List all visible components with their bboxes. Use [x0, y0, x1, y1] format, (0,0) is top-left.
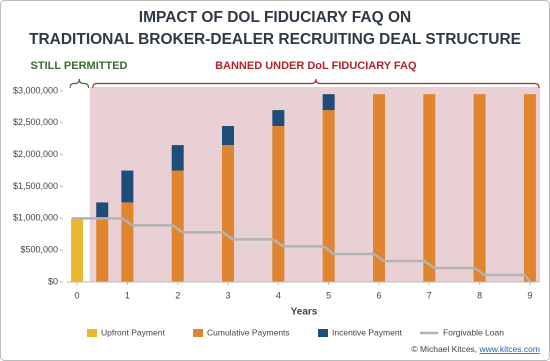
bar	[423, 94, 436, 282]
banned-region	[89, 87, 540, 282]
legend-swatch	[193, 329, 203, 337]
y-tick-label: $500,000	[20, 245, 58, 255]
bar	[121, 170, 134, 203]
annotation-label: STILL PERMITTED	[31, 60, 128, 72]
x-tick-label: 8	[477, 290, 482, 300]
x-tick-label: 4	[276, 290, 281, 300]
x-tick-label: 9	[527, 290, 532, 300]
legend-label: Incentive Payment	[332, 327, 403, 337]
x-tick-label: 2	[175, 290, 180, 300]
y-tick-label: $2,500,000	[13, 117, 58, 127]
y-tick-label: $2,000,000	[13, 149, 58, 159]
bar	[222, 126, 235, 146]
x-tick-label: 7	[427, 290, 432, 300]
legend-swatch	[87, 329, 97, 337]
bar	[272, 126, 285, 283]
y-tick-label: $3,000,000	[13, 85, 58, 95]
brace	[92, 78, 540, 89]
chart-title: TRADITIONAL BROKER-DEALER RECRUITING DEA…	[29, 31, 521, 48]
y-tick-label: $1,000,000	[13, 213, 58, 223]
legend-label: Upfront Payment	[101, 327, 165, 337]
bar	[322, 94, 335, 111]
bar	[96, 218, 109, 282]
bar	[121, 202, 134, 282]
bar	[96, 202, 109, 219]
bar	[272, 110, 285, 127]
loan-line	[72, 217, 531, 283]
legend-label: Forgivable Loan	[443, 327, 504, 337]
chart-title: IMPACT OF DOL FIDUCIARY FAQ ON	[139, 9, 411, 26]
x-tick-label: 6	[376, 290, 381, 300]
bar	[372, 94, 385, 282]
y-tick-label: $1,500,000	[13, 181, 58, 191]
x-tick-label: 3	[226, 290, 231, 300]
credit: © Michael Kitces, www.kitces.com	[411, 344, 540, 354]
brace	[69, 78, 90, 89]
x-axis-title: Years	[291, 307, 318, 318]
bar	[71, 218, 84, 282]
legend-label: Cumulative Payments	[207, 327, 290, 337]
y-tick-label: $0	[48, 276, 58, 286]
bar	[523, 94, 536, 282]
x-tick-label: 5	[326, 290, 331, 300]
bar	[322, 110, 335, 282]
annotation-label: BANNED UNDER DoL FIDUCIARY FAQ	[215, 60, 417, 72]
bar	[473, 94, 486, 282]
x-tick-label: 0	[75, 290, 80, 300]
credit-link[interactable]: www.kitces.com	[479, 344, 540, 354]
bar	[171, 145, 184, 171]
legend-swatch	[318, 329, 328, 337]
x-tick-label: 1	[125, 290, 130, 300]
bar	[171, 170, 184, 282]
credit-text: © Michael Kitces,	[411, 344, 479, 354]
bar	[222, 145, 235, 282]
